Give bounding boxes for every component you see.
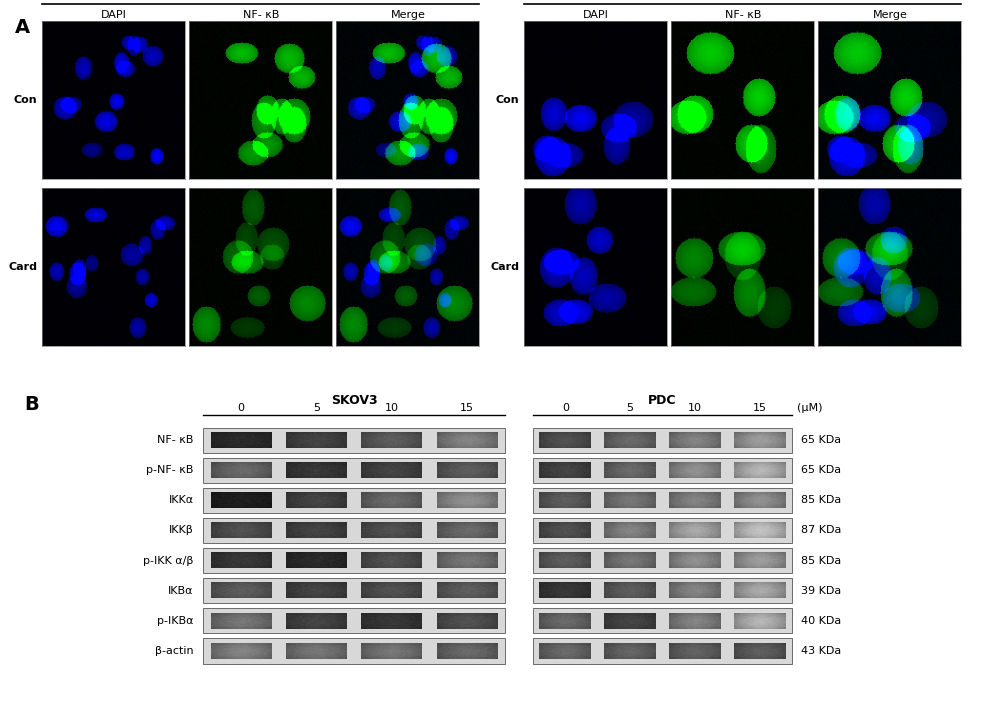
Text: PDC: PDC [729,0,757,1]
Bar [533,578,792,604]
Bar [533,458,792,483]
Title: NF- κB: NF- κB [725,11,761,20]
Text: IKKα: IKKα [169,496,194,505]
Text: Con: Con [495,95,519,104]
Text: p-IKK α/β: p-IKK α/β [143,556,194,566]
Text: 0: 0 [562,403,569,413]
Text: 85 KDa: 85 KDa [801,496,842,505]
Text: β-actin: β-actin [155,646,194,656]
Bar [203,548,504,573]
Text: IKBα: IKBα [169,585,194,596]
Text: 65 KDa: 65 KDa [801,435,842,445]
Bar [203,488,504,513]
Title: DAPI: DAPI [101,11,127,20]
Text: SKOV3: SKOV3 [237,0,284,1]
Text: 87 KDa: 87 KDa [801,526,842,536]
Text: 15: 15 [752,403,766,413]
Text: 40 KDa: 40 KDa [801,615,842,626]
Title: DAPI: DAPI [583,11,609,20]
Bar [203,428,504,453]
Text: Card: Card [490,261,519,272]
Text: B: B [25,395,39,414]
Text: PDC: PDC [648,394,677,407]
Text: (μM): (μM) [797,403,822,413]
Bar [203,578,504,604]
Title: NF- κB: NF- κB [242,11,279,20]
Text: A: A [15,18,29,36]
Text: 39 KDa: 39 KDa [801,585,842,596]
Bar [203,638,504,664]
Bar [533,428,792,453]
Text: p-IKBα: p-IKBα [157,615,194,626]
Bar [533,638,792,664]
Text: 5: 5 [313,403,320,413]
Text: 43 KDa: 43 KDa [801,646,842,656]
Text: IKKβ: IKKβ [169,526,194,536]
Text: 0: 0 [237,403,244,413]
Text: 85 KDa: 85 KDa [801,556,842,566]
Text: 10: 10 [688,403,701,413]
Text: 65 KDa: 65 KDa [801,465,842,475]
Bar [533,518,792,543]
Title: Merge: Merge [390,11,425,20]
Text: Con: Con [14,95,37,104]
Bar [533,608,792,634]
Text: p-NF- κB: p-NF- κB [146,465,194,475]
Text: NF- κB: NF- κB [158,435,194,445]
Text: 10: 10 [385,403,398,413]
Bar [203,458,504,483]
Bar [533,488,792,513]
Text: 5: 5 [627,403,634,413]
Bar [533,548,792,573]
Bar [203,608,504,634]
Text: Card: Card [8,261,37,272]
Text: 15: 15 [460,403,474,413]
Title: Merge: Merge [872,11,907,20]
Bar [203,518,504,543]
Text: SKOV3: SKOV3 [331,394,378,407]
